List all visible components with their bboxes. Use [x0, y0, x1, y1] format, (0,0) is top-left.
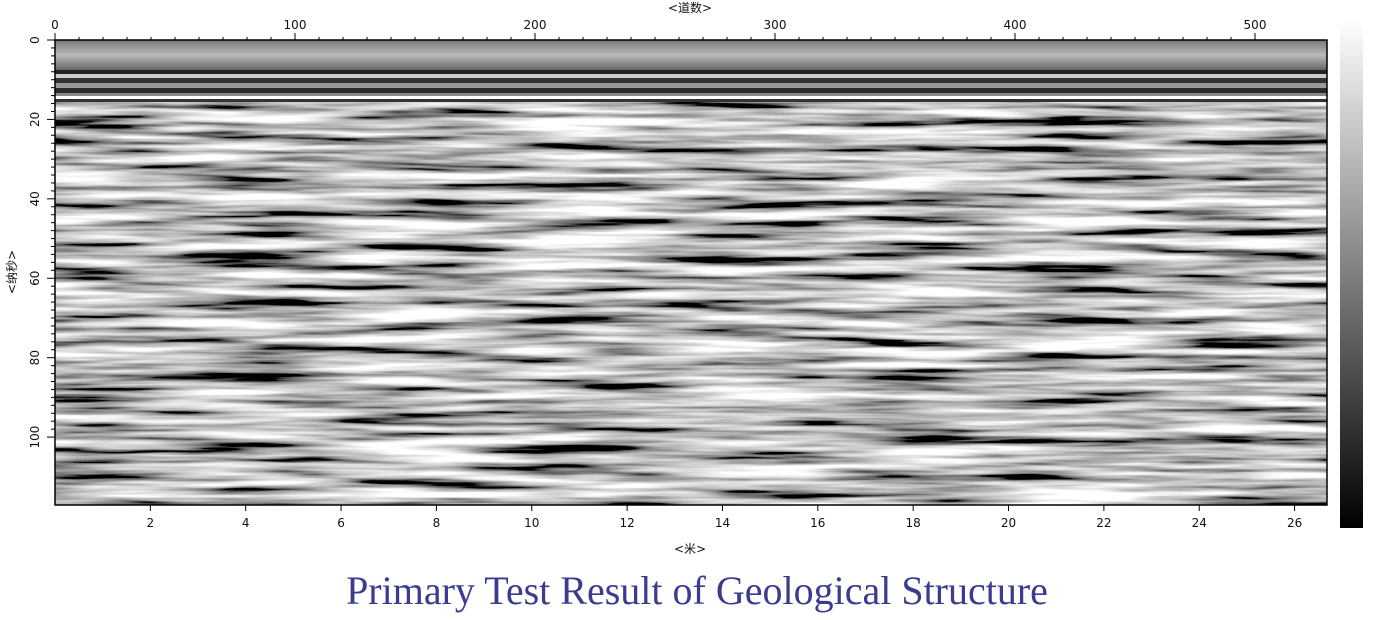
x2-tick-label: 300: [764, 18, 787, 32]
x2-tick-label: 500: [1244, 18, 1267, 32]
x2-tick-label: 0: [51, 18, 59, 32]
x-tick-label: 8: [433, 516, 441, 530]
x-tick-label: 10: [524, 516, 539, 530]
x-tick-label: 2: [147, 516, 155, 530]
y-tick-label: 60: [28, 271, 42, 286]
colorbar: [1340, 20, 1363, 528]
y-tick-label: 20: [28, 112, 42, 127]
x-axis-label: <米>: [674, 542, 706, 556]
x-tick-label: 18: [906, 516, 921, 530]
x2-tick-label: 200: [524, 18, 547, 32]
x-tick-label: 14: [715, 516, 730, 530]
y-tick-label: 0: [28, 36, 42, 44]
x-tick-label: 20: [1001, 516, 1016, 530]
x2-tick-label: 100: [284, 18, 307, 32]
x-tick-label: 4: [242, 516, 250, 530]
y-tick-label: 100: [28, 426, 42, 449]
x-tick-label: 6: [337, 516, 345, 530]
radargram-image: [55, 40, 1327, 505]
y-tick-label: 40: [28, 191, 42, 206]
x2-axis-label: <道数>: [668, 0, 712, 15]
x-tick-label: 24: [1192, 516, 1207, 530]
x-tick-label: 12: [619, 516, 634, 530]
x-tick-label: 22: [1096, 516, 1111, 530]
x-tick-label: 26: [1287, 516, 1302, 530]
y-axis-label: <纳秒>: [5, 250, 19, 294]
plot-frame: [54, 39, 1328, 506]
x-tick-label: 16: [810, 516, 825, 530]
caption: Primary Test Result of Geological Struct…: [346, 568, 1048, 613]
y-tick-label: 80: [28, 350, 42, 365]
x2-tick-label: 400: [1004, 18, 1027, 32]
